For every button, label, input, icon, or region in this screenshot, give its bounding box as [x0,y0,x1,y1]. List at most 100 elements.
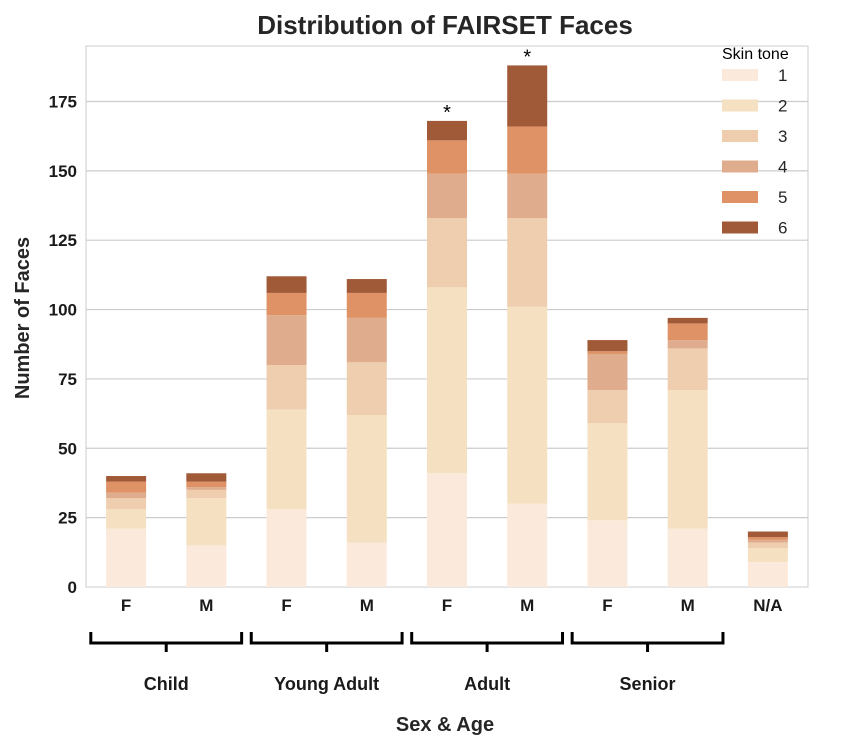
x-tick-label: F [442,596,452,615]
bar-segment-tone-5 [587,351,628,354]
bar-segment-tone-1 [266,509,307,587]
bar-segment-tone-4 [507,173,548,219]
x-tick-label: M [360,596,374,615]
bar-segment-tone-6 [346,279,387,293]
group-bracket [89,632,244,652]
bar-segment-tone-5 [507,126,548,174]
bar-segment-tone-6 [186,473,227,482]
legend-label: 1 [778,66,787,85]
x-tick-label: F [602,596,612,615]
legend-label: 3 [778,127,787,146]
bar-segment-tone-5 [186,481,227,488]
x-tick-label: M [199,596,213,615]
bar-segment-tone-6 [106,476,147,482]
bar-segment-tone-3 [747,542,788,549]
legend-swatch-tone-4 [722,160,758,173]
legend-title: Skin tone [722,46,789,63]
bar-segment-tone-3 [346,362,387,415]
bar-segment-tone-1 [186,545,227,587]
x-tick-label: N/A [753,596,782,615]
group-bracket [249,632,404,652]
bar-segment-tone-6 [667,317,708,324]
bar-segment-tone-1 [667,528,708,587]
bar-segment-tone-1 [507,503,548,587]
legend-label: 2 [778,97,787,116]
bar-segment-tone-6 [747,531,788,538]
bar-segment-tone-2 [346,414,387,543]
legend-swatch-tone-3 [722,130,758,142]
bar-segment-tone-4 [106,492,147,499]
group-label: Adult [464,674,510,694]
bar-segment-tone-4 [186,487,227,490]
bar-segment-tone-3 [507,218,548,307]
bar-segment-tone-2 [266,409,307,510]
y-tick-label: 150 [49,162,77,181]
legend-swatch-tone-5 [722,191,758,203]
bar-segment-tone-3 [427,218,467,288]
y-tick-label: 25 [58,509,77,528]
x-axis-label: Sex & Age [396,714,494,736]
x-tick-label: F [121,596,131,615]
bar-segment-tone-1 [587,520,628,587]
bar-segment-tone-3 [186,489,227,499]
bar-segment-tone-4 [266,315,307,366]
y-tick-label: 0 [68,578,77,597]
bars [106,65,788,587]
group-bracket [410,632,565,652]
legend-swatch-tone-1 [722,69,758,81]
bar-segment-tone-2 [106,509,147,529]
significance-marker: * [443,102,451,124]
bar-segment-tone-5 [747,537,788,540]
legend-label: 4 [778,158,787,177]
bar-segment-tone-2 [427,287,467,474]
x-tick-label: F [281,596,291,615]
bar-segment-tone-5 [346,292,387,318]
group-bracket [570,632,725,652]
bar-segment-tone-1 [346,542,387,587]
bar-segment-tone-3 [106,498,147,510]
bar-segment-tone-3 [266,365,307,410]
bar-segment-tone-5 [427,140,467,174]
bar-segment-tone-4 [346,317,387,363]
bar-segment-tone-1 [747,562,788,587]
y-tick-label: 75 [58,370,77,389]
group-brackets: Child Young Adult Adult Senior [89,632,725,694]
bar-segment-tone-4 [667,340,708,349]
bar-segment-tone-5 [667,323,708,341]
y-tick-label: 125 [49,231,77,250]
group-label: Child [144,674,189,694]
y-tick-label: 50 [58,439,77,458]
chart-title: Distribution of FAIRSET Faces [257,10,633,40]
bar-segment-tone-2 [587,423,628,521]
bar-segment-tone-2 [667,390,708,529]
x-tick-label: M [681,596,695,615]
legend-swatch-tone-6 [722,221,758,234]
legend-swatch-tone-2 [722,99,758,112]
bar-segment-tone-2 [747,548,788,563]
bar-segment-tone-6 [427,120,467,141]
bar-segment-tone-2 [507,306,548,504]
bar-segment-tone-2 [186,498,227,546]
legend: Skin tone 1 2 3 4 5 6 [722,46,789,238]
legend-label: 5 [778,188,787,207]
bar-segment-tone-4 [747,539,788,543]
y-axis-label: Number of Faces [12,237,34,399]
bar-segment-tone-3 [587,390,628,424]
bar-segment-tone-6 [507,65,548,127]
bar-segment-tone-6 [587,340,628,352]
bar-segment-tone-6 [266,276,307,293]
x-tick-label: M [520,596,534,615]
bar-segment-tone-5 [266,292,307,316]
bar-segment-tone-5 [106,481,147,493]
x-axis-ticks: F M F M F M F M N/A [121,596,783,615]
annotations: ** [443,46,531,123]
bar-segment-tone-1 [427,473,467,587]
legend-label: 6 [778,219,787,238]
group-label: Young Adult [274,674,379,694]
y-axis-ticks: 0 25 50 75 100 125 150 175 [49,92,77,597]
bar-segment-tone-4 [587,353,628,391]
legend-items: 1 2 3 4 5 6 [722,66,787,238]
significance-marker: * [523,46,531,68]
